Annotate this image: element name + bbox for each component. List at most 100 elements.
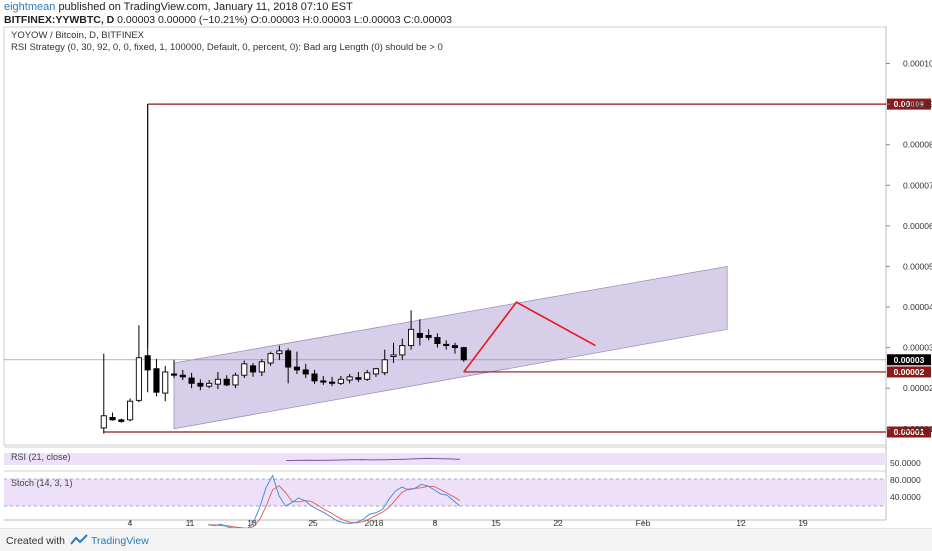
stoch-label: Stoch (14, 3, 1) — [11, 478, 73, 488]
candle-body — [153, 368, 160, 393]
chart-subtitle: RSI Strategy (0, 30, 92, 0, 0, fixed, 1,… — [11, 42, 443, 53]
horizontal-levels: 0.00009 0.00002 0.00001 0.00003 — [4, 98, 931, 438]
candle-body — [460, 347, 467, 361]
candle-body — [372, 368, 380, 375]
price-tick-label: 0.00001 — [903, 424, 932, 434]
time-axis: 4 11 18 25 2018 8 15 22 Feb 12 19 — [128, 518, 808, 528]
candle-body — [127, 400, 134, 421]
time-tick-label: 12 — [736, 518, 746, 528]
stoch-k-line — [207, 474, 461, 528]
candle-body — [206, 382, 213, 387]
level-price-tag — [887, 426, 931, 438]
candle-body — [434, 337, 441, 344]
price-tick-label: 0.00006 — [903, 221, 932, 231]
time-tick-label: 8 — [433, 518, 438, 528]
candle-body — [249, 365, 257, 373]
candle-body — [144, 355, 151, 371]
candle-body — [346, 376, 353, 381]
candle-body — [241, 363, 248, 376]
time-tick-label: 25 — [308, 518, 318, 528]
candle-body — [109, 416, 116, 421]
channel-fill — [173, 265, 728, 430]
candle-body — [135, 357, 142, 401]
stoch-lines — [207, 474, 461, 528]
price-tick-label: 0.00005 — [903, 261, 932, 271]
candle-body — [408, 328, 415, 347]
tradingview-brand-link[interactable]: TradingView — [91, 535, 149, 547]
stoch-d-line — [208, 485, 461, 528]
level-price-label: 0.00001 — [894, 427, 925, 437]
price-tick-label: 0.00003 — [903, 343, 932, 353]
candle-body — [214, 378, 221, 385]
level-price-tag — [887, 366, 931, 378]
time-tick-label: 19 — [798, 518, 808, 528]
stoch-tick-40: 40.0000 — [890, 492, 921, 502]
candle-body — [399, 345, 406, 356]
candle-body — [311, 373, 318, 382]
last-price-label: 0.00003 — [894, 355, 925, 365]
candle-body — [443, 343, 450, 347]
candle-body — [276, 350, 283, 355]
chart-title: YOYOW / Bitcoin, D, BITFINEX — [11, 30, 145, 41]
author-link[interactable]: eightmean — [4, 1, 56, 13]
time-tick-label: 4 — [128, 518, 133, 528]
quote-values: 0.00003 0.00000 (−10.21%) O:0.00003 H:0.… — [117, 14, 452, 26]
projection-path — [463, 301, 596, 373]
candle-body — [451, 345, 459, 349]
price-tick-label: 0.00008 — [903, 140, 932, 150]
time-tick-label: 15 — [491, 518, 501, 528]
candle-body — [390, 354, 397, 357]
candle-body — [416, 332, 423, 338]
publish-info: eightmean published on TradingView.com, … — [4, 1, 353, 13]
candle-body — [381, 359, 388, 374]
time-tick-label: 2018 — [365, 518, 384, 528]
tradingview-logo-icon — [70, 534, 88, 545]
candle-body — [364, 372, 371, 380]
level-price-tag — [887, 98, 931, 110]
rsi-line — [285, 457, 461, 462]
candle-body — [425, 334, 432, 338]
price-tick-label: 0.00007 — [903, 180, 932, 190]
candle-body — [258, 361, 265, 373]
price-tick-label: 0.00002 — [903, 383, 932, 393]
price-axis: 0.00001 0.00002 0.00003 0.00004 0.00005 0.000… — [886, 59, 932, 434]
candle-body — [232, 374, 239, 386]
candlestick-series — [100, 104, 467, 434]
last-price-tag — [887, 354, 931, 366]
candle-body — [320, 380, 327, 383]
candle-body — [100, 415, 107, 429]
candle-body — [293, 366, 300, 371]
candle-body — [188, 377, 195, 384]
level-price-label: 0.00009 — [894, 99, 925, 109]
candle-body — [285, 350, 292, 368]
candle-body — [355, 377, 362, 380]
time-tick-label: 18 — [247, 518, 257, 528]
stoch-tick-80: 80.0000 — [890, 475, 921, 485]
published-text: published on TradingView.com, January 11… — [58, 1, 353, 13]
rsi-label: RSI (21, close) — [11, 452, 71, 462]
candle-body — [197, 382, 204, 387]
level-price-label: 0.00002 — [894, 367, 925, 377]
time-tick-label: 22 — [553, 518, 563, 528]
price-tick-label: 0.00004 — [903, 302, 932, 312]
projection-line — [463, 301, 596, 373]
candle-body — [337, 378, 344, 384]
candle-body — [179, 374, 186, 378]
price-tick-label: 0.00009 — [903, 99, 932, 109]
footer-bar: Created with TradingView — [0, 528, 932, 551]
candle-body — [170, 373, 178, 376]
candle-body — [223, 378, 230, 386]
candle-body — [118, 419, 125, 422]
parallel-channel — [173, 265, 728, 430]
candle-body — [162, 371, 169, 394]
symbol-label: BITFINEX:YYWBTC, D — [4, 14, 115, 26]
time-tick-label: Feb — [636, 518, 651, 528]
candle-body — [329, 381, 336, 384]
symbol-quote-line: BITFINEX:YYWBTC, D 0.00003 0.00000 (−10.… — [4, 14, 452, 26]
rsi-series-line — [285, 457, 461, 462]
candle-body — [267, 353, 274, 364]
time-tick-label: 11 — [186, 518, 195, 528]
candle-body — [302, 369, 309, 375]
price-tick-label: 0.00010 — [903, 59, 932, 69]
